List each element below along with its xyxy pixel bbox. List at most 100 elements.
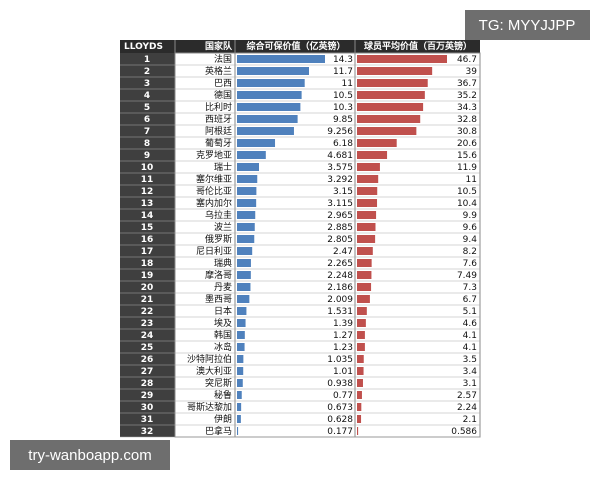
rank: 20 (141, 283, 154, 293)
value-label: 2.47 (333, 247, 353, 257)
bar (237, 259, 251, 267)
bar (357, 175, 379, 183)
bar (237, 331, 245, 339)
rank: 13 (141, 199, 154, 209)
bar (237, 379, 243, 387)
bar (237, 127, 294, 135)
rank: 9 (144, 151, 150, 161)
rank: 15 (141, 223, 154, 233)
bar (237, 403, 242, 411)
country: 俄罗斯 (205, 233, 232, 245)
value-label: 2.265 (327, 259, 353, 269)
category-header: 国家队 (205, 40, 233, 52)
value-label: 36.7 (457, 79, 477, 89)
country: 法国 (214, 53, 232, 65)
rank: 16 (141, 235, 154, 245)
value-label: 7.49 (457, 271, 477, 281)
value-label: 3.15 (333, 187, 353, 197)
value-label: 11.7 (333, 67, 353, 77)
bar (357, 403, 362, 411)
rank: 31 (141, 415, 154, 425)
country: 秘鲁 (214, 389, 232, 401)
country: 英格兰 (205, 65, 232, 77)
bar (357, 319, 366, 327)
rank: 6 (144, 115, 150, 125)
series-header: 综合可保价值（亿英镑） (246, 40, 345, 52)
country: 埃及 (214, 317, 232, 329)
value-label: 1.035 (327, 355, 353, 365)
bar (357, 103, 424, 111)
value-label: 9.4 (463, 235, 478, 245)
value-label: 39 (466, 67, 478, 77)
country: 波兰 (214, 221, 232, 233)
value-label: 0.628 (327, 415, 353, 425)
bar (357, 199, 378, 207)
bar (237, 283, 251, 291)
bar (237, 271, 251, 279)
bar (237, 115, 298, 123)
bar (237, 199, 257, 207)
corner-label: LLOYDS (124, 42, 163, 52)
bar (357, 247, 373, 255)
bar (357, 271, 372, 279)
bar (357, 211, 377, 219)
value-label: 34.3 (457, 103, 477, 113)
value-label: 4.681 (327, 151, 353, 161)
country: 葡萄牙 (205, 137, 232, 149)
watermark: TG: MYYJJPP (479, 17, 576, 34)
bar (237, 67, 309, 75)
bar (237, 211, 256, 219)
bar (357, 127, 417, 135)
bar (357, 151, 388, 159)
country: 沙特阿拉伯 (187, 353, 232, 365)
country: 塞尔维亚 (196, 173, 232, 185)
rank: 4 (144, 91, 150, 101)
rank: 24 (141, 331, 154, 341)
bar (357, 367, 364, 375)
value-label: 0.77 (333, 391, 353, 401)
bar (357, 355, 364, 363)
country: 澳大利亚 (196, 365, 232, 377)
value-label: 1.39 (333, 319, 353, 329)
value-label: 0.586 (451, 427, 477, 437)
rank: 23 (141, 319, 154, 329)
country: 冰岛 (214, 341, 232, 353)
bar (357, 427, 359, 435)
value-label: 0.673 (327, 403, 353, 413)
country: 摩洛哥 (205, 269, 232, 281)
country: 伊朗 (214, 413, 232, 425)
rank: 14 (141, 211, 154, 221)
country: 日本 (214, 305, 232, 317)
bar (237, 355, 244, 363)
value-label: 11.9 (457, 163, 477, 173)
value-label: 4.1 (463, 331, 477, 341)
bar (357, 139, 397, 147)
bar (357, 295, 370, 303)
value-label: 2.805 (327, 235, 353, 245)
rank: 7 (144, 127, 150, 137)
rank: 30 (141, 403, 154, 413)
country: 哥斯达黎加 (187, 401, 232, 413)
value-label: 32.8 (457, 115, 477, 125)
value-label: 4.6 (463, 319, 478, 329)
value-label: 14.3 (333, 55, 353, 65)
country: 尼日利亚 (196, 245, 232, 257)
bar (357, 415, 362, 423)
country: 比利时 (205, 101, 232, 113)
rank: 27 (141, 367, 154, 377)
value-label: 3.292 (327, 175, 353, 185)
bar (237, 79, 305, 87)
value-label: 2.186 (327, 283, 353, 293)
rank: 26 (141, 355, 154, 365)
country: 西班牙 (205, 113, 232, 125)
value-label: 10.5 (457, 187, 477, 197)
value-label: 6.18 (333, 139, 353, 149)
bar (357, 307, 367, 315)
bar (237, 187, 257, 195)
country: 阿根廷 (205, 125, 232, 137)
header-bg (120, 40, 480, 53)
rank: 21 (141, 295, 154, 305)
value-label: 11 (342, 79, 353, 89)
bar (237, 175, 258, 183)
bar (237, 307, 247, 315)
